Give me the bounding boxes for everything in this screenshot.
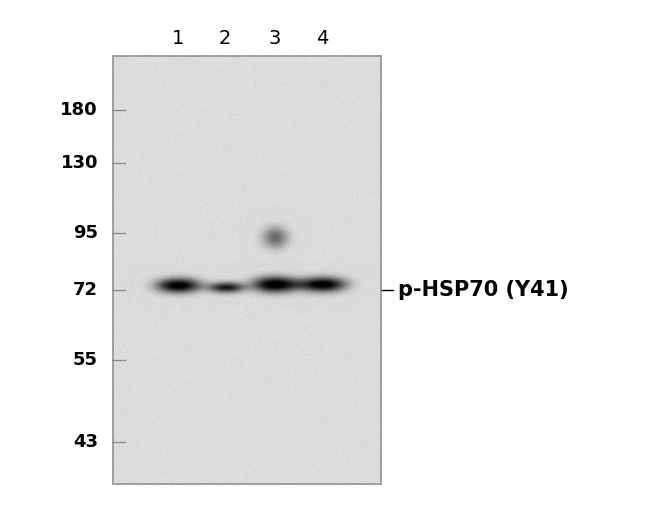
Text: 2: 2 xyxy=(219,28,231,47)
Text: 3: 3 xyxy=(269,28,281,47)
Text: 4: 4 xyxy=(316,28,328,47)
Text: 95: 95 xyxy=(73,224,98,242)
Text: 1: 1 xyxy=(172,28,184,47)
Text: 55: 55 xyxy=(73,351,98,369)
Text: 72: 72 xyxy=(73,281,98,299)
Text: 180: 180 xyxy=(60,101,98,119)
Text: 43: 43 xyxy=(73,433,98,451)
Text: 130: 130 xyxy=(60,154,98,172)
Text: p-HSP70 (Y41): p-HSP70 (Y41) xyxy=(398,280,569,300)
